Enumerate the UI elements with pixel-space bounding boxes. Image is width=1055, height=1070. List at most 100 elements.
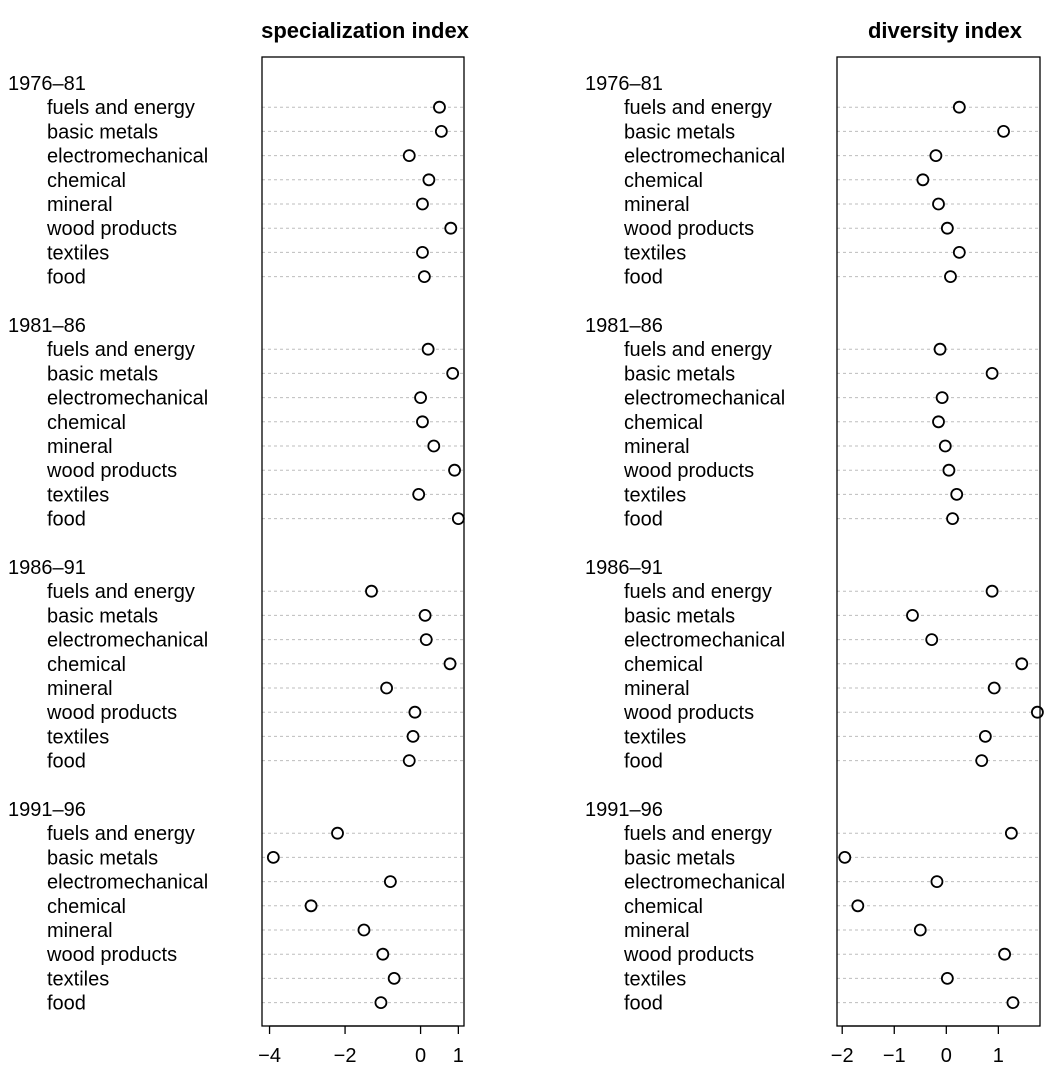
category-label: mineral [47,436,113,458]
data-point [940,972,954,985]
data-point [365,584,378,598]
data-point [266,851,280,864]
category-label: mineral [624,436,690,458]
data-point [418,609,432,622]
data-point [416,197,429,211]
data-point [446,366,460,380]
category-label: wood products [623,702,754,724]
category-label: food [47,751,86,773]
category-label: fuels and energy [624,339,772,361]
category-label: mineral [624,194,690,216]
data-point [419,633,433,646]
data-point [952,245,966,259]
data-point [933,342,947,356]
data-point [448,463,461,477]
data-point [985,584,999,598]
data-point [387,972,401,985]
plot-frame [261,56,465,1027]
category-label: electromechanical [47,630,208,652]
data-point [932,415,945,429]
category-label: electromechanical [624,146,785,168]
data-point [952,100,966,114]
data-point [1015,657,1029,671]
data-point [416,245,429,259]
data-point [380,681,393,695]
data-point [427,439,441,453]
data-point [938,439,952,453]
data-point [925,633,939,646]
category-label: basic metals [624,363,735,385]
data-point [929,149,943,163]
data-point [913,923,927,937]
category-label: basic metals [47,605,158,627]
category-label: mineral [624,678,690,700]
category-label: textiles [47,968,109,990]
category-label: wood products [46,944,177,966]
category-label: fuels and energy [624,823,772,845]
data-point [1030,705,1044,719]
category-label: chemical [624,170,703,192]
group-label: 1991–96 [8,799,86,821]
x-tick-label: 1 [453,1045,464,1067]
category-label: electromechanical [624,630,785,652]
category-label: fuels and energy [47,823,195,845]
data-point [987,681,1001,695]
group-label: 1976–81 [585,73,663,95]
category-label: wood products [623,944,754,966]
category-label: electromechanical [624,388,785,410]
data-point [978,730,992,743]
data-point [357,923,371,937]
data-point [944,270,957,284]
category-label: basic metals [624,605,735,627]
data-point [402,149,416,163]
data-point [940,221,954,235]
data-point [1006,996,1020,1009]
data-point [451,512,465,525]
data-point [412,487,426,501]
data-point [304,899,318,913]
data-point [950,487,964,501]
data-point [433,100,446,114]
category-label: basic metals [624,847,735,869]
category-label: wood products [623,460,754,482]
category-label: textiles [624,242,686,264]
category-label: food [624,509,663,531]
data-point [408,705,422,719]
x-tick-label: 1 [993,1045,1004,1067]
category-label: textiles [47,242,109,264]
data-point [932,197,945,211]
data-point [838,851,852,864]
category-label: textiles [624,726,686,748]
data-point [376,947,390,961]
category-label: textiles [624,968,686,990]
data-point [997,124,1010,138]
category-label: food [624,751,663,773]
data-point [946,512,959,525]
data-point [985,366,999,380]
category-label: fuels and energy [47,339,195,361]
category-label: textiles [47,484,109,506]
category-label: chemical [47,896,126,918]
x-tick-label: −1 [883,1045,906,1067]
data-point [374,996,388,1009]
category-label: chemical [47,170,126,192]
data-point [975,754,989,767]
data-point [414,391,427,405]
category-label: chemical [47,654,126,676]
category-label: basic metals [47,363,158,385]
category-label: food [624,993,663,1015]
data-point [942,463,956,477]
category-label: wood products [46,218,177,240]
x-tick-label: 0 [415,1045,426,1067]
category-label: chemical [624,896,703,918]
category-label: food [47,267,86,289]
category-label: fuels and energy [624,97,772,119]
category-label: textiles [624,484,686,506]
category-label: wood products [46,702,177,724]
x-tick-label: −2 [831,1045,854,1067]
group-label: 1981–86 [8,315,86,337]
data-point [417,270,431,284]
x-tick-label: −2 [334,1045,357,1067]
